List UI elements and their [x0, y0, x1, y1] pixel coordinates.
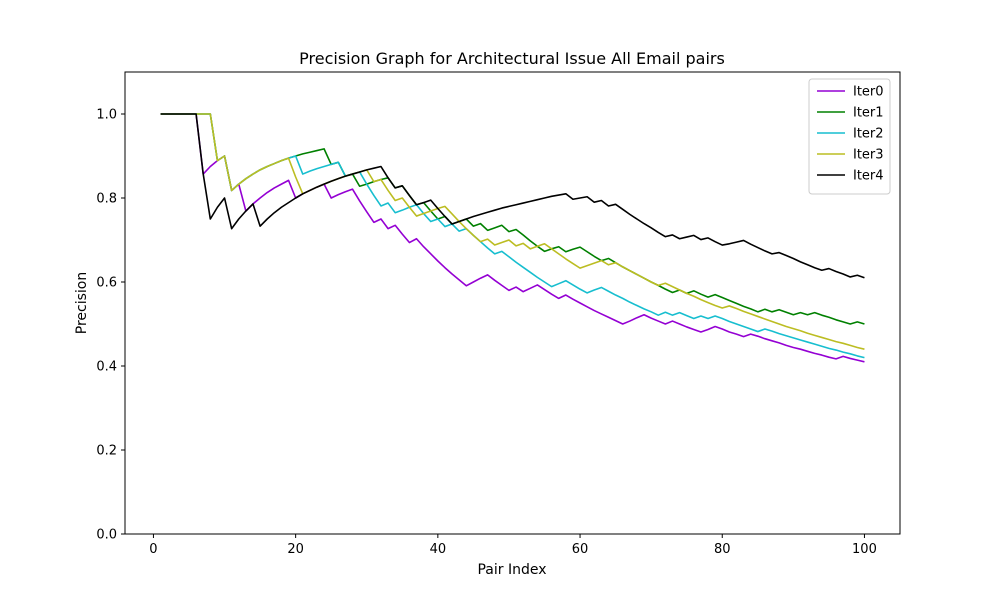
x-axis-label: Pair Index — [477, 562, 546, 578]
y-tick-label: 0.6 — [96, 276, 117, 291]
series-line-iter1 — [160, 113, 865, 325]
legend-label-iter2: Iter2 — [853, 127, 884, 142]
x-tick-label: 40 — [430, 542, 447, 557]
legend-label-iter0: Iter0 — [853, 85, 884, 100]
y-tick-label: 0.2 — [96, 444, 117, 459]
x-tick-label: 0 — [149, 542, 157, 557]
y-tick-label: 0.4 — [96, 360, 117, 375]
series-line-iter4 — [160, 113, 865, 279]
x-tick-label: 100 — [852, 542, 877, 557]
y-axis-label: Precision — [74, 272, 90, 334]
y-tick-label: 0.0 — [96, 528, 117, 543]
x-tick-label: 80 — [714, 542, 731, 557]
legend-label-iter4: Iter4 — [853, 169, 884, 184]
x-tick-label: 20 — [287, 542, 304, 557]
plot-frame — [124, 71, 901, 535]
ticks-layer: 0 20 40 60 80 100 0.0 0.2 0.4 0.6 0.8 1.0 — [96, 108, 877, 558]
series-line-iter2 — [160, 113, 865, 359]
legend-label-iter3: Iter3 — [853, 148, 884, 163]
x-tick-label: 60 — [572, 542, 589, 557]
legend: Iter0 Iter1 Iter2 Iter3 Iter4 — [808, 78, 891, 195]
legend-label-iter1: Iter1 — [853, 106, 884, 121]
y-tick-label: 1.0 — [96, 108, 117, 123]
y-tick-label: 0.8 — [96, 192, 117, 207]
chart-title: Precision Graph for Architectural Issue … — [299, 49, 725, 68]
series-layer — [160, 113, 865, 363]
legend-box — [808, 78, 891, 195]
